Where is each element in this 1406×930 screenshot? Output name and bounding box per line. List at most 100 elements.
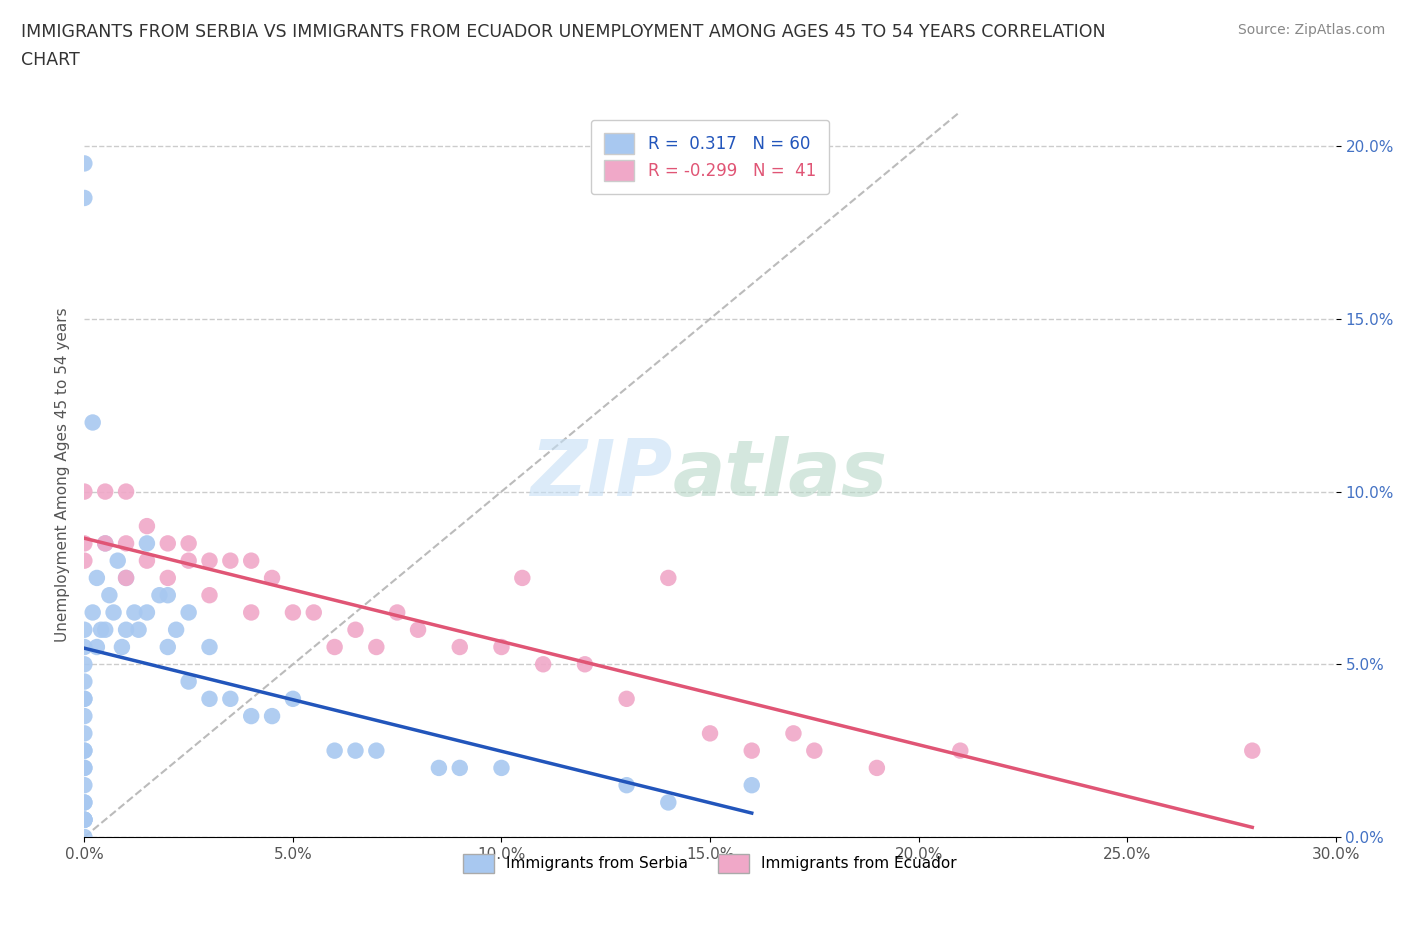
Point bbox=[115, 485, 138, 499]
Point bbox=[803, 743, 825, 758]
Point bbox=[657, 795, 679, 810]
Point bbox=[177, 553, 200, 568]
Point bbox=[240, 709, 263, 724]
Point bbox=[165, 622, 187, 637]
Point bbox=[491, 761, 513, 776]
Point bbox=[219, 691, 242, 706]
Point bbox=[73, 761, 96, 776]
Point bbox=[198, 588, 221, 603]
Point bbox=[73, 726, 96, 741]
Point bbox=[73, 640, 96, 655]
Point bbox=[73, 691, 96, 706]
Point bbox=[98, 588, 121, 603]
Point bbox=[616, 777, 638, 792]
Point bbox=[148, 588, 170, 603]
Point bbox=[86, 640, 108, 655]
Point bbox=[156, 640, 179, 655]
Point bbox=[136, 605, 159, 620]
Point bbox=[115, 622, 138, 637]
Point bbox=[156, 570, 179, 585]
Point bbox=[427, 761, 450, 776]
Point bbox=[262, 570, 284, 585]
Point bbox=[156, 536, 179, 551]
Point bbox=[73, 674, 96, 689]
Point bbox=[323, 743, 346, 758]
Text: IMMIGRANTS FROM SERBIA VS IMMIGRANTS FROM ECUADOR UNEMPLOYMENT AMONG AGES 45 TO : IMMIGRANTS FROM SERBIA VS IMMIGRANTS FRO… bbox=[21, 23, 1105, 41]
Point bbox=[385, 605, 409, 620]
Point bbox=[94, 622, 117, 637]
Point bbox=[73, 743, 96, 758]
Point bbox=[115, 570, 138, 585]
Point bbox=[782, 726, 804, 741]
Point bbox=[94, 536, 117, 551]
Point bbox=[449, 640, 471, 655]
Point bbox=[128, 622, 150, 637]
Point bbox=[741, 743, 763, 758]
Point bbox=[73, 191, 96, 206]
Point bbox=[73, 812, 96, 827]
Text: CHART: CHART bbox=[21, 51, 80, 69]
Point bbox=[741, 777, 763, 792]
Point bbox=[73, 691, 96, 706]
Y-axis label: Unemployment Among Ages 45 to 54 years: Unemployment Among Ages 45 to 54 years bbox=[55, 307, 70, 642]
Point bbox=[1241, 743, 1264, 758]
Text: ZIP: ZIP bbox=[530, 436, 672, 512]
Point bbox=[366, 640, 388, 655]
Point bbox=[73, 795, 96, 810]
Point bbox=[281, 605, 304, 620]
Point bbox=[406, 622, 429, 637]
Point bbox=[657, 570, 679, 585]
Point bbox=[103, 605, 125, 620]
Point bbox=[177, 674, 200, 689]
Point bbox=[73, 709, 96, 724]
Point bbox=[240, 553, 263, 568]
Point bbox=[574, 657, 596, 671]
Point bbox=[73, 795, 96, 810]
Point bbox=[73, 777, 96, 792]
Point bbox=[73, 622, 96, 637]
Point bbox=[82, 605, 104, 620]
Point bbox=[302, 605, 325, 620]
Point bbox=[124, 605, 146, 620]
Point bbox=[699, 726, 721, 741]
Point bbox=[491, 640, 513, 655]
Point bbox=[616, 691, 638, 706]
Point bbox=[136, 536, 159, 551]
Point bbox=[198, 553, 221, 568]
Point bbox=[177, 536, 200, 551]
Point bbox=[949, 743, 972, 758]
Point bbox=[449, 761, 471, 776]
Point bbox=[344, 743, 367, 758]
Point bbox=[866, 761, 889, 776]
Point bbox=[115, 570, 138, 585]
Point bbox=[323, 640, 346, 655]
Point bbox=[156, 588, 179, 603]
Point bbox=[366, 743, 388, 758]
Point bbox=[115, 536, 138, 551]
Point bbox=[219, 553, 242, 568]
Point bbox=[73, 830, 96, 844]
Point bbox=[281, 691, 304, 706]
Point bbox=[512, 570, 534, 585]
Point bbox=[136, 519, 159, 534]
Point bbox=[240, 605, 263, 620]
Point bbox=[73, 812, 96, 827]
Point bbox=[73, 536, 96, 551]
Point bbox=[82, 415, 104, 430]
Point bbox=[198, 691, 221, 706]
Point bbox=[73, 485, 96, 499]
Text: Source: ZipAtlas.com: Source: ZipAtlas.com bbox=[1237, 23, 1385, 37]
Point bbox=[73, 553, 96, 568]
Point bbox=[107, 553, 129, 568]
Point bbox=[344, 622, 367, 637]
Point bbox=[73, 743, 96, 758]
Point bbox=[86, 570, 108, 585]
Point bbox=[136, 553, 159, 568]
Point bbox=[531, 657, 554, 671]
Point bbox=[94, 485, 117, 499]
Point bbox=[94, 536, 117, 551]
Point bbox=[73, 812, 96, 827]
Point bbox=[198, 640, 221, 655]
Point bbox=[73, 156, 96, 171]
Point bbox=[177, 605, 200, 620]
